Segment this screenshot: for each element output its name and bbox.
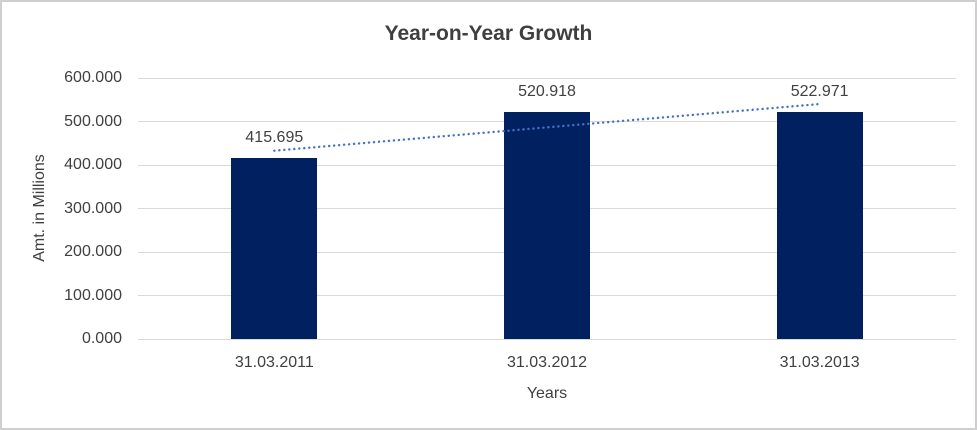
x-tick-label: 31.03.2013 <box>779 354 860 371</box>
plot-area: 415.695 520.918 522.971 <box>138 77 956 340</box>
y-tick-label: 0.000 <box>81 330 122 347</box>
x-tick-label: 31.03.2011 <box>234 354 314 371</box>
gridline <box>138 338 956 340</box>
y-tick-label: 500.000 <box>64 112 122 130</box>
bar <box>776 111 863 339</box>
gridline <box>138 77 956 79</box>
x-tick-label: 31.03.2012 <box>506 354 588 371</box>
trendline <box>273 102 821 152</box>
bar <box>504 112 590 339</box>
x-axis-title: Years <box>526 385 568 402</box>
bar <box>231 158 318 339</box>
y-tick-label: 300.000 <box>64 199 122 217</box>
y-tick-label: 400.000 <box>64 156 122 173</box>
y-tick-label: 600.000 <box>64 69 122 86</box>
data-label: 522.971 <box>790 82 849 100</box>
y-tick-label: 200.000 <box>64 243 122 260</box>
y-tick-label: 100.000 <box>64 286 122 304</box>
data-label: 415.695 <box>245 129 304 147</box>
chart-title: Year-on-Year Growth <box>384 22 593 45</box>
data-label: 520.918 <box>518 83 576 101</box>
